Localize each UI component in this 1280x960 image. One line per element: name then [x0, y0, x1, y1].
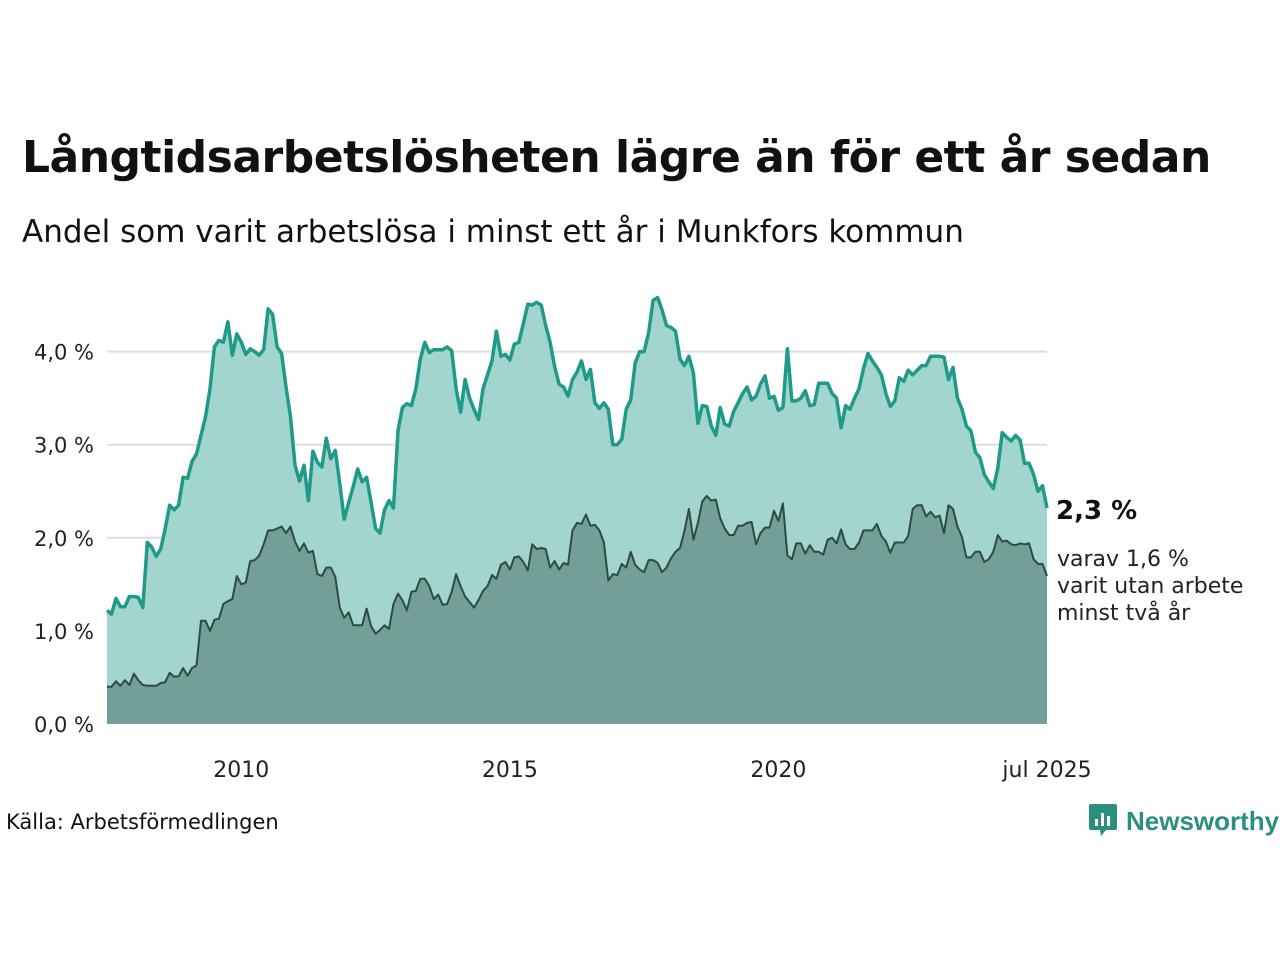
y-tick-label: 1,0 %: [34, 620, 94, 644]
y-tick-label: 3,0 %: [34, 434, 94, 458]
x-tick-label: 2015: [482, 758, 538, 783]
y-tick-label: 4,0 %: [34, 341, 94, 365]
series-2-area: [107, 495, 1047, 724]
chart-title: Långtidsarbetslösheten lägre än för ett …: [22, 132, 1211, 183]
x-tick-label: 2010: [213, 758, 269, 783]
end-sublabel-line-3: minst två år: [1057, 600, 1191, 626]
y-tick-label: 0,0 %: [34, 713, 94, 737]
newsworthy-logo: Newsworthy: [1088, 802, 1279, 840]
y-tick-label: 2,0 %: [34, 527, 94, 551]
x-axis-ticks: 2010 2015 2020 jul 2025: [213, 758, 1091, 783]
x-tick-label-latest: jul 2025: [1001, 758, 1091, 783]
x-tick-label: 2020: [750, 758, 806, 783]
y-axis-ticks: 0,0 % 1,0 % 2,0 % 3,0 % 4,0 %: [34, 341, 94, 737]
end-sublabel-line-1: varav 1,6 %: [1057, 547, 1189, 572]
newsworthy-logo-text: Newsworthy: [1126, 805, 1280, 836]
source-note: Källa: Arbetsförmedlingen: [6, 810, 279, 834]
chart-areas: [105, 295, 1049, 724]
chart-subtitle: Andel som varit arbetslösa i minst ett å…: [22, 214, 964, 250]
newsworthy-logo-icon: [1089, 804, 1117, 836]
series-2-line: [107, 494, 1048, 688]
series-1-line: [105, 295, 1049, 616]
end-value-label: 2,3 %: [1056, 496, 1137, 526]
end-sublabel-line-2: varit utan arbete: [1057, 574, 1243, 599]
